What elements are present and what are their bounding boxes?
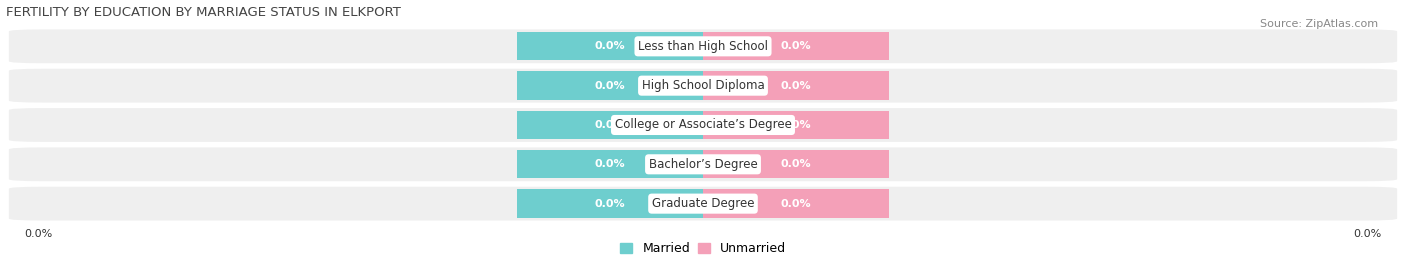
Bar [703, 111, 889, 139]
Text: 0.0%: 0.0% [780, 199, 811, 209]
Text: 0.0%: 0.0% [595, 41, 626, 51]
Bar [703, 189, 889, 218]
Text: Less than High School: Less than High School [638, 40, 768, 53]
FancyBboxPatch shape [8, 69, 1398, 103]
Text: High School Diploma: High School Diploma [641, 79, 765, 92]
Text: 0.0%: 0.0% [595, 199, 626, 209]
Text: 0.0%: 0.0% [780, 41, 811, 51]
Bar [517, 189, 703, 218]
Text: Bachelor’s Degree: Bachelor’s Degree [648, 158, 758, 171]
Text: College or Associate’s Degree: College or Associate’s Degree [614, 118, 792, 132]
Text: Source: ZipAtlas.com: Source: ZipAtlas.com [1260, 19, 1378, 29]
Bar [517, 111, 703, 139]
Bar [703, 150, 889, 178]
Text: 0.0%: 0.0% [780, 159, 811, 169]
FancyBboxPatch shape [8, 187, 1398, 221]
Legend: Married, Unmarried: Married, Unmarried [614, 237, 792, 260]
FancyBboxPatch shape [8, 147, 1398, 181]
FancyBboxPatch shape [8, 29, 1398, 63]
Bar [703, 72, 889, 100]
Bar [517, 32, 703, 61]
Bar [517, 150, 703, 178]
Text: 0.0%: 0.0% [595, 81, 626, 91]
Text: Graduate Degree: Graduate Degree [652, 197, 754, 210]
Bar [703, 32, 889, 61]
Text: 0.0%: 0.0% [595, 159, 626, 169]
FancyBboxPatch shape [8, 108, 1398, 142]
Text: 0.0%: 0.0% [780, 81, 811, 91]
Bar [517, 72, 703, 100]
Text: 0.0%: 0.0% [780, 120, 811, 130]
Text: FERTILITY BY EDUCATION BY MARRIAGE STATUS IN ELKPORT: FERTILITY BY EDUCATION BY MARRIAGE STATU… [6, 6, 401, 18]
Text: 0.0%: 0.0% [595, 120, 626, 130]
